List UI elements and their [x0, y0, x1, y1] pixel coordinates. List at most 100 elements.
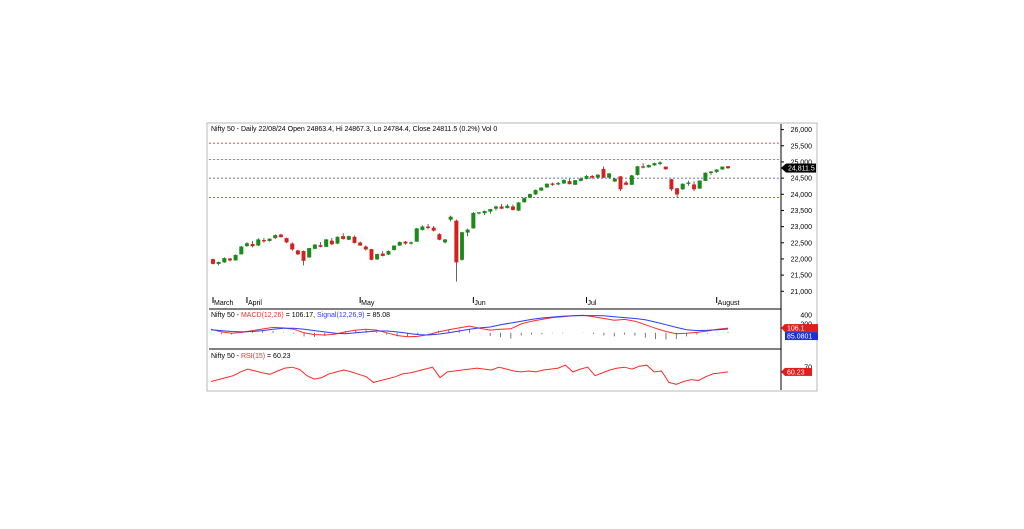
candle — [692, 181, 697, 192]
candle — [448, 215, 453, 222]
candle — [669, 178, 674, 192]
candle-body — [652, 163, 657, 166]
macd-tag-box — [785, 324, 818, 333]
candle — [380, 251, 385, 257]
candle-body — [233, 254, 238, 261]
figure-frame — [206, 122, 818, 392]
candle-body — [669, 179, 674, 190]
signal-tag-label: 85.0801 — [787, 334, 812, 341]
candle-body — [595, 174, 600, 178]
candle-body — [250, 243, 255, 247]
candle-body — [607, 173, 612, 178]
candle-body — [261, 240, 266, 242]
x-axis-month-label: April — [248, 300, 262, 307]
last-price-tag-box — [786, 163, 816, 173]
candle — [341, 233, 346, 240]
rsi-title-label: RSI(15) — [241, 353, 265, 360]
candle-body — [403, 241, 408, 244]
candle-body — [392, 245, 397, 251]
candle-body — [352, 236, 357, 243]
candle-body — [284, 238, 289, 243]
candle — [392, 245, 397, 251]
last-price-tag: 24,811.5 — [781, 163, 816, 173]
candle — [431, 225, 436, 232]
candle — [573, 180, 578, 185]
candle — [539, 187, 544, 192]
candle-body — [465, 229, 470, 233]
candle — [720, 166, 725, 170]
candle-body — [312, 244, 317, 249]
candle — [709, 171, 714, 175]
candle-body — [726, 166, 730, 169]
candle — [499, 203, 504, 210]
candle-body — [714, 169, 719, 172]
candle-body — [216, 262, 221, 264]
candle-body — [295, 250, 300, 255]
candle — [629, 174, 634, 185]
signal-title-label: Signal(12,26,9) — [317, 312, 364, 319]
candle — [324, 238, 329, 247]
candle-body — [420, 226, 425, 231]
candle — [295, 249, 300, 256]
x-axis-month-label: March — [214, 300, 234, 307]
candle-body — [460, 232, 465, 260]
candle-body — [703, 172, 708, 181]
candle — [561, 179, 566, 184]
candle — [284, 237, 289, 244]
candle-body — [414, 228, 419, 242]
candle-body — [663, 166, 668, 170]
price-y-tick-label: 23,500 — [791, 208, 813, 215]
candle — [510, 204, 515, 211]
candle-body — [471, 212, 476, 229]
candle-body — [244, 243, 249, 247]
candle-body — [227, 258, 232, 261]
candle-body — [324, 239, 329, 247]
candle — [544, 183, 549, 188]
candle-body — [686, 182, 691, 184]
candle — [658, 161, 663, 166]
candle — [522, 197, 527, 203]
candle — [358, 241, 363, 247]
candle-body — [584, 176, 589, 179]
price-y-tick-label: 22,000 — [791, 256, 813, 263]
candle-body — [618, 176, 623, 190]
rsi-value-tag: 60.23 — [781, 367, 812, 376]
candle-body — [635, 166, 640, 176]
candle-body — [573, 180, 578, 185]
candle-body — [567, 181, 572, 185]
x-axis-month-label: August — [718, 300, 740, 307]
candle — [516, 202, 521, 212]
signal-title-value: = 85.08 — [365, 312, 391, 319]
candle — [363, 245, 368, 251]
candle — [301, 250, 306, 266]
candle — [250, 240, 255, 248]
price-y-tick-label: 23,000 — [791, 224, 813, 231]
candle — [505, 203, 510, 209]
signal-tag-box — [785, 332, 818, 341]
candle-body — [256, 239, 261, 246]
rsi-tag-arrow — [781, 367, 785, 376]
horizontal-level-lines — [209, 142, 781, 198]
price-y-tick-label: 25,000 — [791, 159, 813, 166]
candle — [244, 242, 249, 247]
candle-body — [290, 243, 295, 250]
rsi-tag-box — [785, 367, 812, 376]
rsi-tag-label: 60.23 — [787, 369, 805, 376]
macd-panel: Nifty 50 - MACD(12,26) = 106.17, Signal(… — [209, 312, 818, 350]
candle-body — [448, 216, 453, 220]
candle-body — [239, 246, 244, 255]
candle — [414, 227, 419, 242]
price-y-tick-label: 24,000 — [791, 192, 813, 199]
candle — [460, 231, 465, 261]
candle-body — [646, 165, 651, 168]
candle — [601, 166, 606, 179]
candle — [567, 178, 572, 185]
candle — [652, 162, 657, 166]
rsi-panel: Nifty 50 - RSI(15) = 60.23 70 60.23 — [210, 353, 812, 385]
candle-body — [544, 183, 549, 188]
candle — [590, 174, 595, 179]
candle-body — [267, 238, 272, 242]
candle — [409, 241, 414, 245]
candle — [216, 261, 221, 266]
